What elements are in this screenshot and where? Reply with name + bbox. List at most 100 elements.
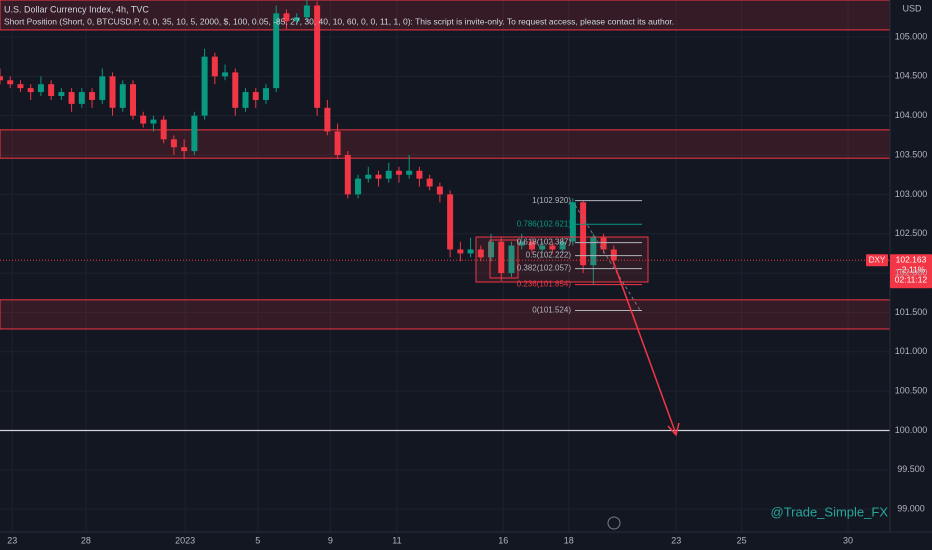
candle-body bbox=[109, 76, 116, 108]
x-tick-label: 9 bbox=[328, 535, 333, 545]
x-tick-label: 30 bbox=[843, 535, 853, 545]
candle-body bbox=[160, 119, 167, 140]
candle-body bbox=[385, 170, 392, 179]
candle-body bbox=[7, 80, 14, 85]
replay-icon[interactable] bbox=[607, 516, 621, 530]
candle-body bbox=[426, 178, 433, 187]
change-tag: −2.11% bbox=[897, 265, 926, 275]
candle-body bbox=[559, 241, 566, 250]
price-tag-bg bbox=[890, 254, 932, 289]
candle-body bbox=[37, 84, 44, 93]
fib-label: 0.236(101.854) bbox=[517, 280, 572, 289]
candle-body bbox=[0, 76, 3, 81]
watermark: @Trade_Simple_FX bbox=[771, 504, 889, 519]
candle-body bbox=[150, 119, 157, 124]
candle-body bbox=[170, 139, 177, 148]
candle-body bbox=[334, 131, 341, 156]
countdown: 02:11:12 bbox=[895, 275, 928, 285]
candle-body bbox=[293, 17, 300, 22]
range-box bbox=[475, 236, 649, 283]
candle-body bbox=[129, 84, 136, 116]
candle-body bbox=[181, 147, 188, 152]
candle-body bbox=[27, 88, 34, 93]
axis-unit: USD bbox=[902, 3, 922, 13]
fib-label: 0.5(102.222) bbox=[526, 251, 572, 260]
y-tick-label: 100.000 bbox=[895, 425, 928, 435]
symbol-tag: DXY bbox=[869, 255, 886, 264]
candle-body bbox=[447, 194, 454, 250]
fib-label: 0.382(102.057) bbox=[517, 264, 572, 273]
candle-body bbox=[78, 92, 85, 104]
candle-body bbox=[406, 170, 413, 175]
y-tick-label: 100.500 bbox=[895, 386, 928, 396]
y-tick-label: 101.000 bbox=[895, 346, 928, 356]
candle-body bbox=[569, 202, 576, 242]
candle-body bbox=[416, 170, 423, 179]
price-tag: DXY 102.163−2.11%02:11:12 bbox=[866, 254, 932, 289]
zone bbox=[0, 129, 891, 159]
zone bbox=[0, 299, 891, 330]
candle-body bbox=[600, 237, 607, 250]
x-tick-label: 5 bbox=[255, 535, 260, 545]
y-tick-label: 104.500 bbox=[895, 71, 928, 81]
candle-body bbox=[488, 241, 495, 258]
candle-body bbox=[498, 241, 505, 274]
candle-body bbox=[119, 84, 126, 108]
fib-label: 0.618(102.387) bbox=[517, 238, 572, 247]
arrow-head bbox=[667, 422, 680, 437]
projection-arrow bbox=[611, 257, 677, 435]
x-tick-label: 11 bbox=[392, 535, 401, 545]
y-tick-label: 104.000 bbox=[895, 110, 928, 120]
candle-body bbox=[518, 241, 525, 246]
range-box-inner bbox=[489, 239, 519, 279]
candle-body bbox=[375, 174, 382, 179]
candle-body bbox=[191, 115, 198, 152]
candle-body bbox=[365, 174, 372, 179]
x-tick-label: 28 bbox=[81, 535, 91, 545]
y-tick-label: 99.000 bbox=[897, 504, 925, 514]
candle-body bbox=[68, 92, 75, 104]
x-tick-label: 18 bbox=[564, 535, 574, 545]
candle-body bbox=[580, 202, 587, 266]
candle-body bbox=[222, 72, 229, 77]
indicator-line: Short Position (Short, 0, BTCUSD.P, 0, 0… bbox=[4, 16, 674, 26]
y-tick-label: 105.000 bbox=[895, 31, 928, 41]
candle-body bbox=[528, 241, 535, 250]
candle-body bbox=[48, 84, 55, 97]
candle-body bbox=[590, 237, 597, 266]
candle-body bbox=[17, 84, 24, 89]
candle-body bbox=[262, 88, 269, 100]
candle-body bbox=[283, 13, 290, 22]
y-tick-label: 102.000 bbox=[895, 267, 928, 277]
candle-body bbox=[457, 249, 464, 254]
candle-body bbox=[610, 249, 617, 261]
y-tick-label: 103.500 bbox=[895, 149, 928, 159]
candles bbox=[0, 0, 617, 285]
fib-label: 0(101.524) bbox=[532, 306, 571, 315]
candle-body bbox=[314, 5, 321, 108]
x-tick-label: 25 bbox=[737, 535, 747, 545]
candle-body bbox=[303, 5, 310, 18]
candle-body bbox=[201, 56, 208, 116]
fib-trend-line bbox=[574, 204, 641, 311]
candle-body bbox=[58, 92, 65, 97]
candle-body bbox=[324, 107, 331, 132]
candle-body bbox=[549, 245, 556, 250]
x-tick-label: 2023 bbox=[175, 535, 195, 545]
zone bbox=[0, 0, 891, 31]
candle-body bbox=[395, 170, 402, 175]
candle-body bbox=[436, 186, 443, 195]
candle-body bbox=[344, 155, 351, 195]
fib-label: 1(102.920) bbox=[532, 196, 571, 205]
x-tick-label: 16 bbox=[498, 535, 508, 545]
y-tick-label: 101.500 bbox=[895, 307, 928, 317]
candle-body bbox=[140, 115, 147, 124]
candle-body bbox=[242, 92, 249, 108]
candle-body bbox=[273, 13, 280, 89]
y-tick-label: 102.500 bbox=[895, 228, 928, 238]
candle-body bbox=[467, 249, 474, 254]
candle-body bbox=[252, 92, 259, 100]
candle-body bbox=[232, 72, 239, 108]
